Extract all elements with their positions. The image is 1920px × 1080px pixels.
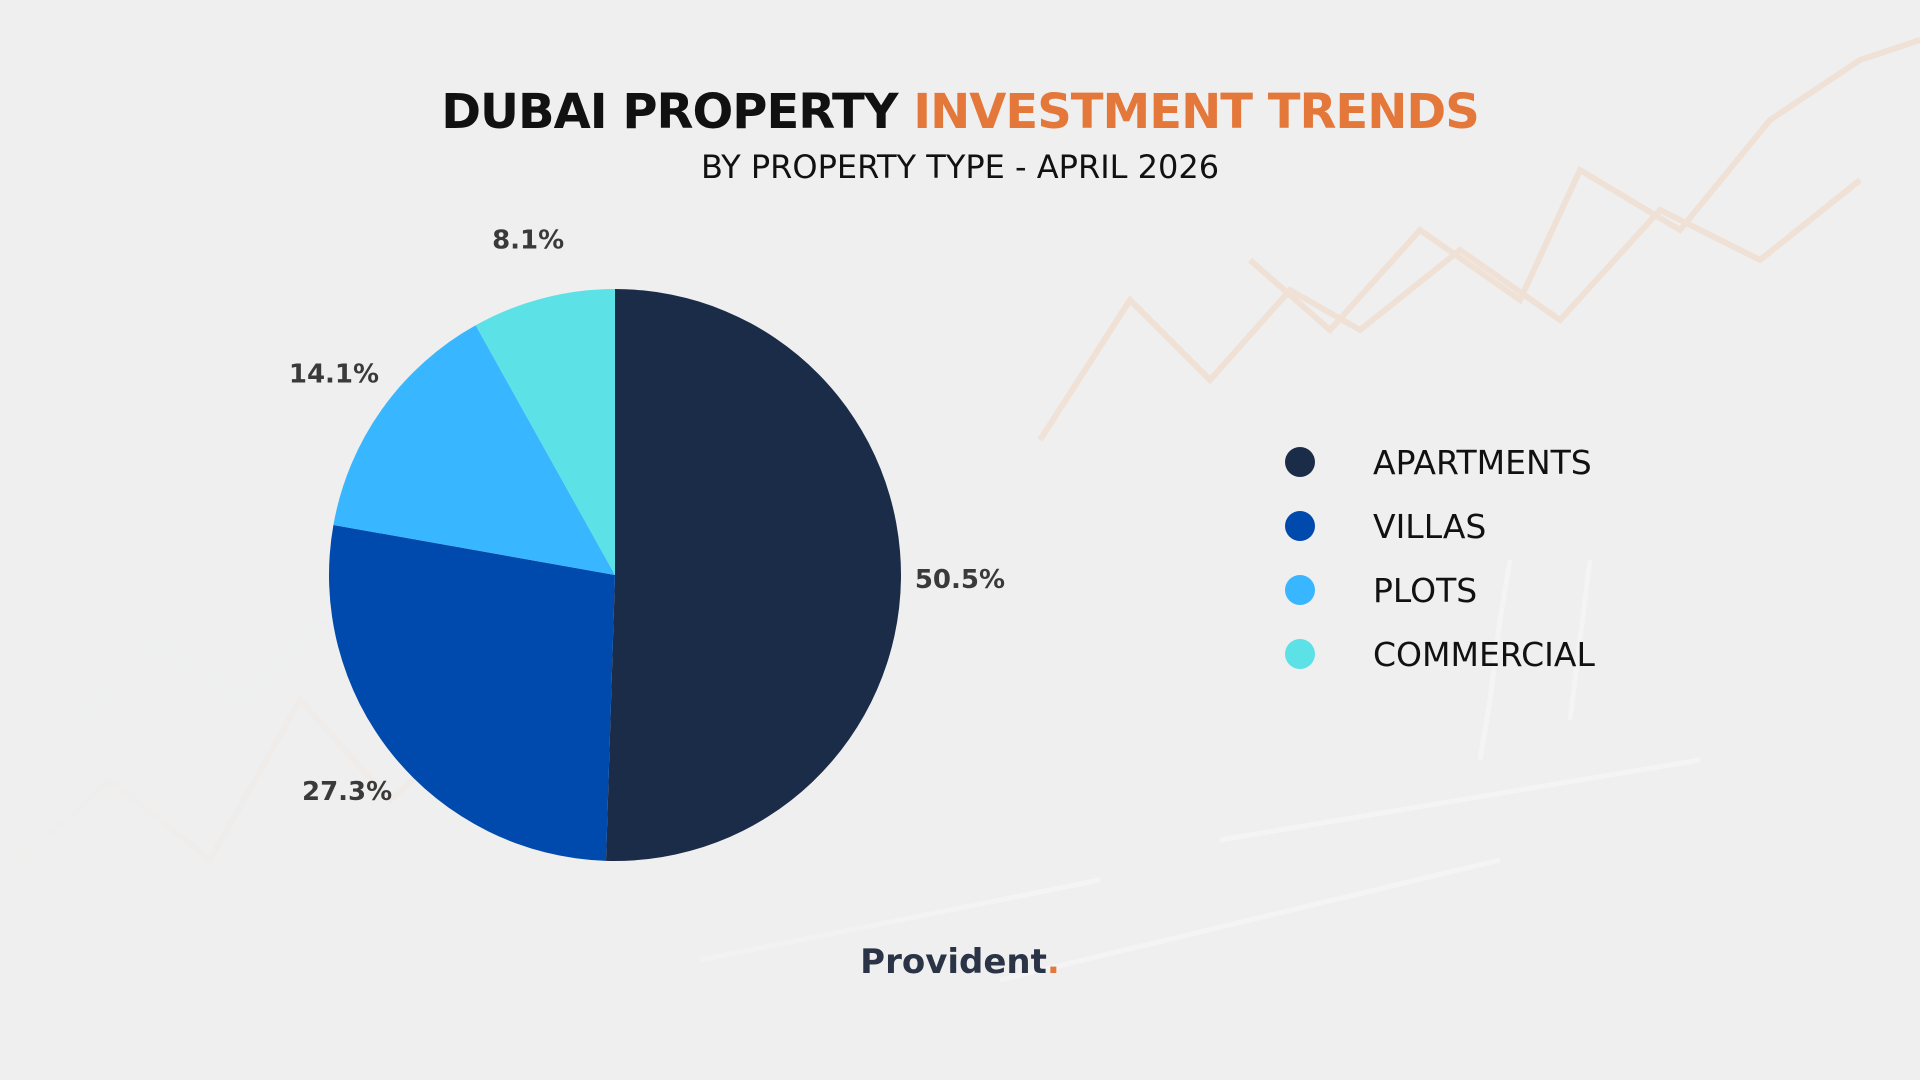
page-title: DUBAI PROPERTY INVESTMENT TRENDS [0,84,1920,140]
legend-dot-plots [1285,575,1315,605]
slice-label-plots: 14.1% [289,359,379,389]
pie-slice-plots [333,325,615,575]
legend-label-villas: VILLAS [1373,506,1487,546]
slice-label-villas: 27.3% [302,777,392,807]
legend-label-commercial: COMMERCIAL [1373,634,1595,674]
legend-dot-villas [1285,511,1315,541]
legend-item-plots: PLOTS [1285,558,1595,622]
title-accent: INVESTMENT TRENDS [913,84,1480,140]
brand-name: Provident [860,942,1047,982]
legend-dot-apartments [1285,447,1315,477]
legend-item-apartments: APARTMENTS [1285,430,1595,494]
legend-label-apartments: APARTMENTS [1373,442,1592,482]
legend-item-villas: VILLAS [1285,494,1595,558]
chart-legend: APARTMENTS VILLAS PLOTS COMMERCIAL [1285,430,1595,686]
brand-dot: . [1046,942,1060,982]
page-subtitle: BY PROPERTY TYPE - APRIL 2026 [700,148,1220,186]
legend-label-plots: PLOTS [1373,570,1478,610]
pie-labels: 50.5% 27.3% 14.1% 8.1% [289,226,1005,807]
pie-slice-apartments [606,289,901,861]
pie-slice-commercial [475,289,615,575]
title-main: DUBAI PROPERTY [441,84,898,140]
pie-slices [329,289,901,861]
legend-item-commercial: COMMERCIAL [1285,622,1595,686]
legend-dot-commercial [1285,639,1315,669]
slice-label-apartments: 50.5% [915,565,1005,595]
brand-logo: Provident. [0,942,1920,982]
slice-label-commercial: 8.1% [492,226,564,256]
pie-slice-villas [329,524,615,861]
